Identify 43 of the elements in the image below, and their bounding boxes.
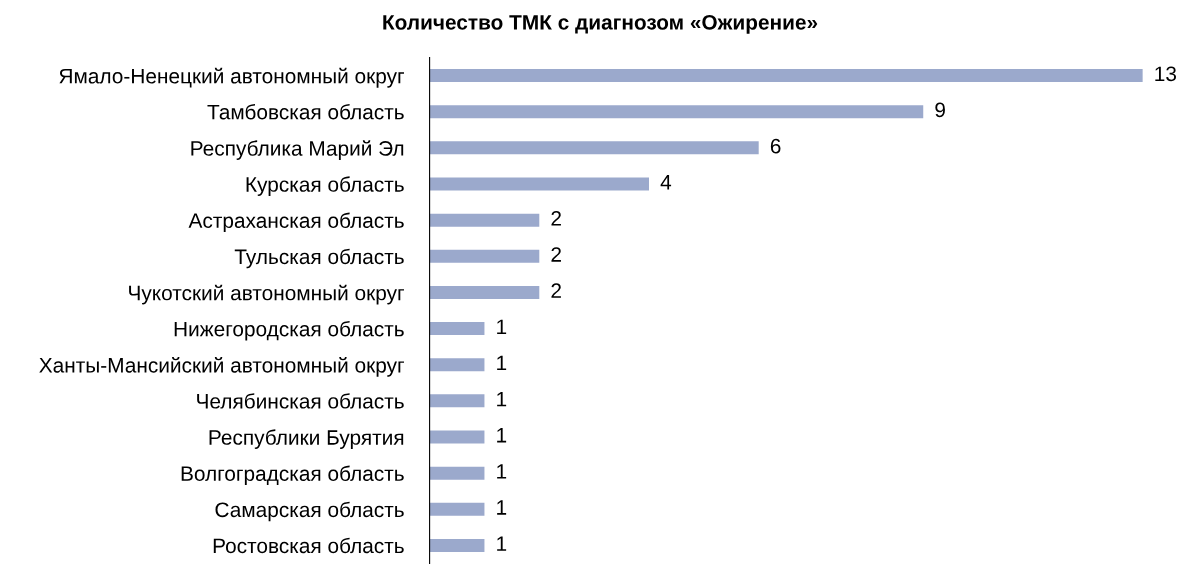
y-tick-label: Курская область — [246, 176, 404, 196]
data-label: 2 — [551, 283, 561, 298]
y-tick-label: Ханты-Мансийский автономный округ — [39, 356, 405, 377]
data-label: 1 — [497, 464, 507, 479]
data-label: 1 — [497, 355, 507, 371]
bar — [429, 322, 485, 336]
bar — [429, 141, 759, 155]
data-label: 2 — [551, 210, 561, 226]
bar — [429, 538, 485, 552]
y-tick-label: Нижегородская область — [174, 320, 404, 341]
bar — [429, 358, 485, 372]
bar — [429, 430, 485, 444]
data-label: 9 — [935, 102, 945, 118]
y-tick-label: Чукотский автономный округ — [129, 284, 404, 305]
bar — [429, 105, 924, 119]
y-tick-label: Астраханская область — [188, 212, 404, 233]
data-label: 1 — [497, 391, 507, 407]
y-tick-label: Тамбовская область — [207, 103, 404, 120]
bar — [429, 213, 540, 227]
data-label: 13 — [1155, 66, 1177, 82]
data-label: 2 — [551, 247, 561, 262]
y-tick-label: Республика Марий Эл — [191, 140, 404, 160]
y-tick-label: Челябинская область — [197, 393, 404, 409]
y-tick-label: Республики Бурятия — [209, 429, 404, 449]
data-label: 1 — [497, 428, 507, 443]
y-tick-label: Тульская область — [234, 248, 404, 269]
bar — [429, 249, 540, 263]
data-label: 6 — [770, 138, 781, 154]
bar — [429, 69, 1143, 83]
data-label: 4 — [660, 175, 672, 190]
bar — [429, 466, 485, 480]
y-tick-label: Ямало-Ненецкий автономный округ — [59, 67, 405, 88]
bar — [429, 177, 649, 191]
y-tick-label: Волгоградская область — [181, 465, 404, 486]
y-tick-label: Самарская область — [215, 501, 404, 522]
bar — [429, 394, 485, 408]
data-label: 1 — [497, 536, 507, 551]
y-tick-label: Ростовская область — [213, 537, 404, 554]
data-label: 1 — [497, 319, 507, 334]
data-label: 1 — [497, 500, 507, 515]
bar — [429, 502, 485, 516]
bar — [429, 285, 540, 299]
chart-title: Количество ТМК с диагнозом «Ожирение» — [383, 14, 818, 34]
